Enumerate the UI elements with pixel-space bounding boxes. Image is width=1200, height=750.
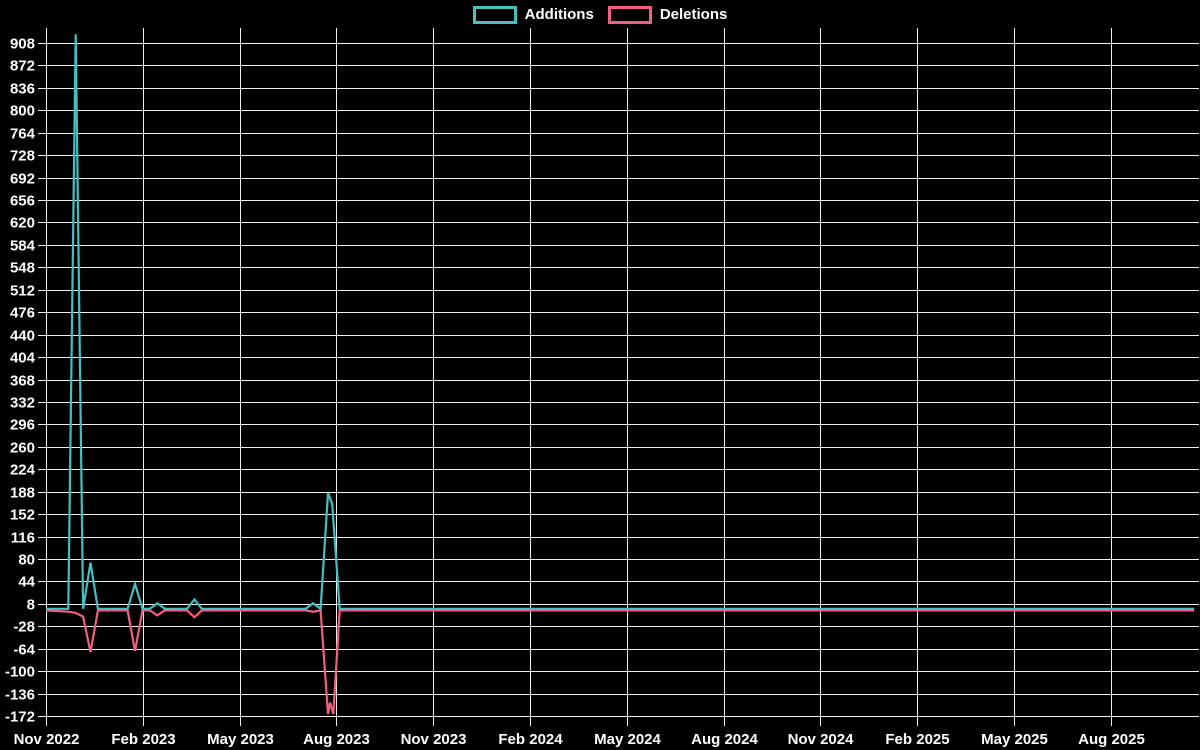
- x-axis-tick-label: Nov 2022: [14, 731, 80, 748]
- x-axis-tick-label: May 2023: [207, 731, 274, 748]
- y-axis-tick-label: 44: [18, 574, 35, 591]
- y-axis-tick-label: 368: [10, 373, 35, 390]
- y-axis-tick-label: 116: [11, 530, 35, 547]
- y-axis-tick-label: 620: [10, 215, 35, 232]
- x-axis-tick-label: Feb 2024: [498, 731, 563, 748]
- y-axis-tick-label: -136: [5, 687, 35, 704]
- x-axis-tick-label: Nov 2024: [788, 731, 855, 748]
- x-axis-tick-label: May 2024: [594, 731, 661, 748]
- y-grid: 908 872 836 800 764 728 692 656 620 584 548 512 476 4…: [5, 36, 1199, 726]
- y-axis-tick-label: 404: [10, 350, 36, 367]
- y-axis-tick-label: 476: [10, 305, 35, 322]
- y-axis-tick-label: 188: [10, 485, 35, 502]
- y-axis-tick-label: 656: [10, 193, 35, 210]
- y-axis-tick-label: 548: [10, 260, 35, 277]
- y-axis-tick-label: -172: [5, 709, 35, 726]
- y-axis-tick-label: 80: [18, 552, 35, 569]
- legend-item-label: Additions: [524, 6, 594, 23]
- y-axis-tick-label: 872: [10, 58, 35, 75]
- y-axis-tick-label: 512: [10, 283, 35, 300]
- y-axis-tick-label: 584: [10, 238, 36, 255]
- x-axis-tick-label: Aug 2025: [1078, 731, 1145, 748]
- legend-item-label: Deletions: [659, 6, 728, 23]
- y-axis-tick-label: -100: [5, 664, 35, 681]
- x-axis-tick-label: Nov 2023: [401, 731, 467, 748]
- x-axis-tick-label: Feb 2025: [885, 731, 949, 748]
- y-axis-tick-label: -64: [13, 642, 35, 659]
- y-axis-tick-label: -28: [13, 619, 35, 636]
- x-grid: Nov 2022 Feb 2023 May 2023 Aug 2023 Nov 2023…: [14, 28, 1145, 748]
- y-axis-tick-label: 728: [10, 148, 35, 165]
- y-axis-tick-label: 800: [10, 103, 35, 120]
- legend: Additions Deletions: [0, 6, 1200, 24]
- x-axis-tick-label: Feb 2023: [111, 731, 175, 748]
- x-axis-tick-label: Aug 2024: [691, 731, 758, 748]
- additions-swatch-icon: [472, 6, 517, 24]
- y-axis-tick-label: 764: [10, 126, 36, 143]
- legend-item-deletions[interactable]: Deletions: [607, 6, 728, 24]
- y-axis-tick-label: 440: [10, 328, 35, 345]
- y-axis-tick-label: 296: [10, 417, 35, 434]
- legend-item-additions[interactable]: Additions: [472, 6, 594, 24]
- y-axis-tick-label: 836: [10, 81, 35, 98]
- y-axis-tick-label: 692: [10, 171, 35, 188]
- x-axis-tick-label: May 2025: [981, 731, 1048, 748]
- deletions-swatch-icon: [607, 6, 652, 24]
- y-axis-tick-label: 8: [27, 597, 35, 614]
- x-axis-tick-label: Aug 2023: [303, 731, 370, 748]
- y-axis-tick-label: 152: [10, 507, 35, 524]
- y-axis-tick-label: 332: [10, 395, 35, 412]
- y-axis-tick-label: 224: [10, 462, 36, 479]
- deletions-line: [45, 609, 1195, 715]
- y-axis-tick-label: 260: [10, 440, 35, 457]
- additions-line: [46, 34, 1195, 611]
- y-axis-tick-label: 908: [10, 36, 35, 53]
